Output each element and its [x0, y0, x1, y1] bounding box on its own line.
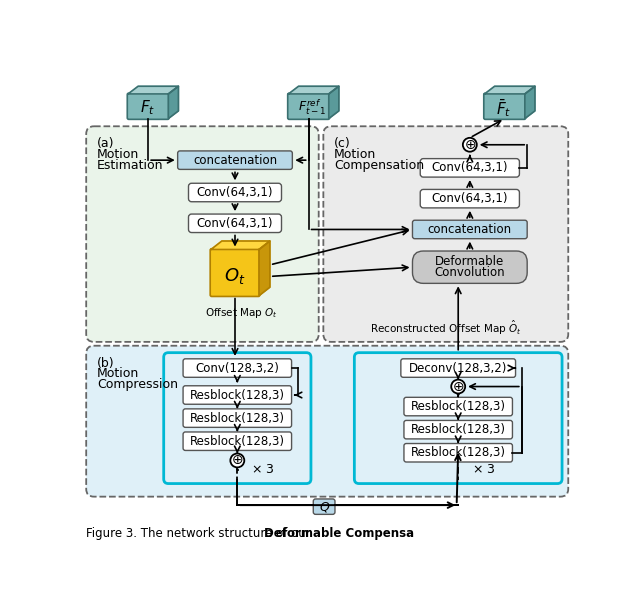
FancyBboxPatch shape	[404, 420, 513, 439]
Text: Resblock(128,3): Resblock(128,3)	[190, 389, 285, 402]
Text: Offset Map $O_t$: Offset Map $O_t$	[205, 307, 278, 320]
FancyBboxPatch shape	[189, 214, 282, 232]
Text: Deformable Compensa: Deformable Compensa	[264, 527, 415, 540]
Text: Conv(64,3,1): Conv(64,3,1)	[196, 217, 273, 230]
Text: (b): (b)	[97, 357, 115, 370]
Text: Estimation: Estimation	[97, 158, 164, 172]
Text: Resblock(128,3): Resblock(128,3)	[411, 423, 506, 436]
FancyBboxPatch shape	[189, 184, 282, 202]
FancyBboxPatch shape	[183, 409, 292, 428]
Text: (a): (a)	[97, 137, 115, 150]
FancyBboxPatch shape	[412, 251, 527, 283]
Circle shape	[230, 453, 244, 468]
Polygon shape	[259, 241, 270, 296]
Text: concatenation: concatenation	[193, 153, 277, 167]
FancyBboxPatch shape	[401, 359, 516, 377]
Text: Compensation: Compensation	[334, 158, 424, 172]
Text: Resblock(128,3): Resblock(128,3)	[411, 446, 506, 460]
Text: Conv(128,3,2): Conv(128,3,2)	[195, 362, 279, 375]
Polygon shape	[168, 86, 179, 118]
Text: $\times$ 3: $\times$ 3	[252, 463, 275, 476]
Text: Conv(64,3,1): Conv(64,3,1)	[196, 186, 273, 199]
Text: Deformable: Deformable	[435, 255, 504, 269]
Polygon shape	[329, 86, 339, 118]
Polygon shape	[128, 86, 179, 94]
Polygon shape	[211, 241, 270, 249]
Text: Convolution: Convolution	[435, 266, 505, 279]
Text: Resblock(128,3): Resblock(128,3)	[190, 411, 285, 424]
Text: $F_t$: $F_t$	[140, 99, 155, 117]
Text: (c): (c)	[334, 137, 351, 150]
Polygon shape	[525, 86, 535, 118]
Text: $\oplus$: $\oplus$	[231, 453, 243, 468]
Text: $\oplus$: $\oplus$	[463, 138, 476, 152]
Text: Reconstructed Offset Map $\hat{O}_t$: Reconstructed Offset Map $\hat{O}_t$	[370, 319, 522, 337]
FancyBboxPatch shape	[210, 249, 260, 296]
Text: Motion: Motion	[97, 367, 140, 380]
Polygon shape	[289, 86, 339, 94]
Text: Figure 3. The network structure of our: Figure 3. The network structure of our	[86, 527, 315, 540]
FancyBboxPatch shape	[404, 397, 513, 416]
Text: Conv(64,3,1): Conv(64,3,1)	[431, 161, 508, 174]
FancyBboxPatch shape	[86, 126, 319, 342]
FancyBboxPatch shape	[127, 93, 169, 120]
FancyBboxPatch shape	[183, 359, 292, 377]
FancyBboxPatch shape	[420, 158, 520, 177]
FancyBboxPatch shape	[178, 151, 292, 169]
Text: Motion: Motion	[97, 148, 140, 161]
FancyBboxPatch shape	[355, 352, 562, 484]
Text: $O_t$: $O_t$	[224, 265, 246, 286]
Polygon shape	[484, 86, 535, 94]
Text: concatenation: concatenation	[428, 223, 512, 236]
Text: Resblock(128,3): Resblock(128,3)	[411, 400, 506, 413]
FancyBboxPatch shape	[484, 93, 525, 120]
Text: $F_{t-1}^{ref}$: $F_{t-1}^{ref}$	[298, 98, 326, 118]
FancyBboxPatch shape	[420, 189, 520, 208]
Text: Compression: Compression	[97, 378, 178, 391]
Text: Motion: Motion	[334, 148, 376, 161]
FancyBboxPatch shape	[183, 386, 292, 404]
FancyBboxPatch shape	[288, 93, 330, 120]
Text: $\bar{F}_t$: $\bar{F}_t$	[496, 97, 511, 119]
FancyBboxPatch shape	[313, 499, 335, 514]
Text: Conv(64,3,1): Conv(64,3,1)	[431, 192, 508, 205]
FancyBboxPatch shape	[323, 126, 568, 342]
Text: $\times$ 3: $\times$ 3	[472, 463, 495, 476]
Text: Deconv(128,3,2): Deconv(128,3,2)	[409, 362, 508, 375]
Text: Q: Q	[319, 500, 329, 513]
Text: $\oplus$: $\oplus$	[452, 379, 465, 394]
Text: Resblock(128,3): Resblock(128,3)	[190, 435, 285, 448]
FancyBboxPatch shape	[404, 444, 513, 462]
Circle shape	[451, 379, 465, 394]
FancyBboxPatch shape	[86, 346, 568, 496]
FancyBboxPatch shape	[183, 432, 292, 450]
FancyBboxPatch shape	[412, 220, 527, 238]
Circle shape	[463, 138, 477, 152]
FancyBboxPatch shape	[164, 352, 311, 484]
